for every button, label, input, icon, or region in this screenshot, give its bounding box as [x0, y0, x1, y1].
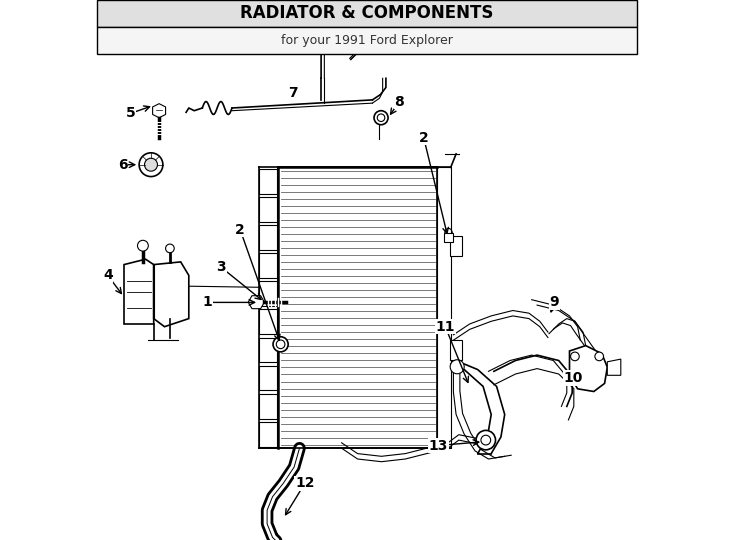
Text: 6: 6 [118, 158, 128, 172]
Text: 12: 12 [295, 476, 315, 490]
Circle shape [166, 244, 174, 253]
Text: 9: 9 [550, 295, 559, 309]
Bar [259, 422, 277, 447]
Circle shape [374, 111, 388, 125]
Bar [278, 167, 437, 448]
Text: RADIATOR & COMPONENTS: RADIATOR & COMPONENTS [240, 4, 494, 23]
Circle shape [273, 337, 288, 352]
Polygon shape [570, 346, 607, 392]
Bar [97, 27, 637, 54]
Bar [437, 167, 451, 448]
Bar [259, 338, 277, 362]
Text: 1: 1 [203, 295, 213, 309]
Text: for your 1991 Ford Explorer: for your 1991 Ford Explorer [281, 34, 453, 47]
Bar [259, 366, 277, 390]
Polygon shape [124, 259, 153, 324]
Circle shape [276, 340, 285, 349]
Text: 10: 10 [564, 371, 583, 385]
Bar [450, 237, 462, 256]
Circle shape [476, 430, 495, 450]
Bar [259, 394, 277, 418]
Polygon shape [153, 104, 166, 118]
Circle shape [377, 114, 385, 122]
Bar [450, 340, 462, 360]
Text: 2: 2 [419, 131, 429, 145]
Text: 8: 8 [395, 94, 404, 109]
Bar [259, 169, 277, 194]
Text: 7: 7 [288, 86, 297, 100]
Text: 4: 4 [103, 268, 113, 282]
Bar [259, 309, 277, 334]
Polygon shape [248, 296, 264, 309]
Text: 11: 11 [435, 320, 455, 334]
Circle shape [139, 153, 163, 177]
Polygon shape [153, 262, 189, 327]
Circle shape [137, 240, 148, 251]
Polygon shape [607, 359, 621, 375]
Circle shape [595, 352, 603, 361]
Text: 13: 13 [429, 438, 448, 453]
Circle shape [570, 352, 579, 361]
Text: 2: 2 [235, 222, 245, 237]
Text: 3: 3 [217, 260, 226, 274]
Circle shape [481, 435, 490, 445]
Bar [259, 197, 277, 222]
Text: 5: 5 [126, 106, 135, 120]
Bar [97, 0, 637, 27]
Circle shape [145, 158, 158, 171]
Circle shape [450, 360, 464, 374]
Bar [259, 225, 277, 250]
Bar [259, 281, 277, 306]
Bar [443, 233, 454, 242]
Bar [259, 253, 277, 278]
